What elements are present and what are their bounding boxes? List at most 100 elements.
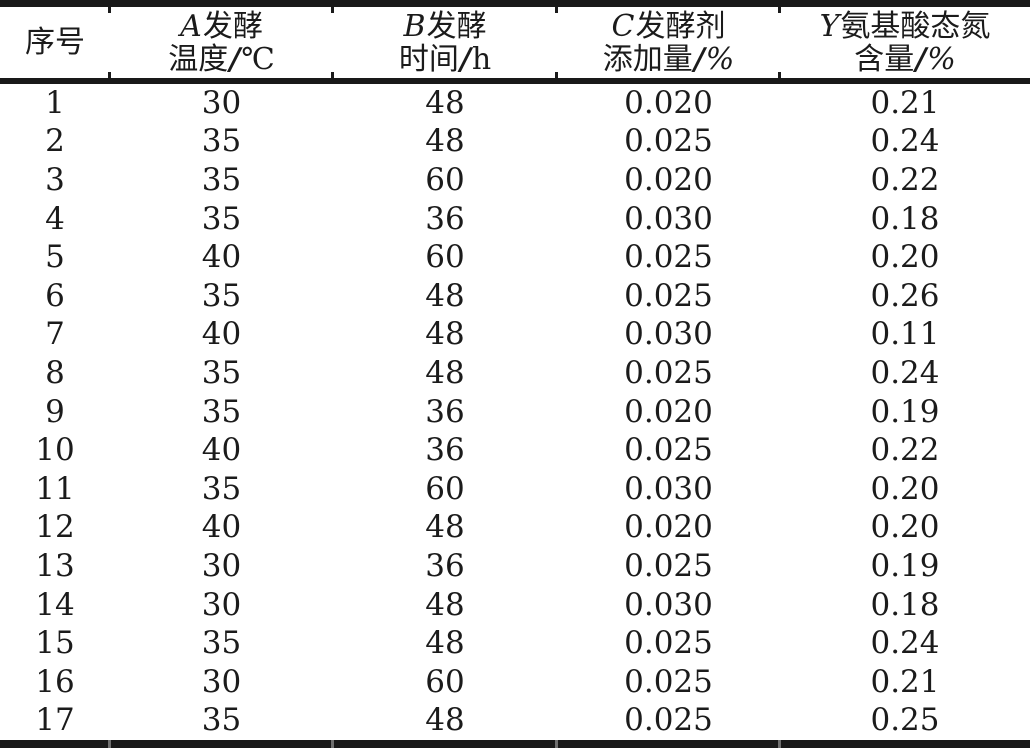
header-line1: C发酵剂 <box>557 10 780 43</box>
header-text: 发酵剂 <box>635 8 726 44</box>
cell-index: 2 <box>45 123 65 160</box>
cell-temperature: 35 <box>201 277 242 314</box>
header-line2: 温度/℃ <box>110 43 333 76</box>
cell-temperature: 35 <box>201 354 242 391</box>
cell-temperature: 35 <box>201 702 242 739</box>
header-text: 发酵 <box>426 8 487 44</box>
column-header-temperature: A发酵 温度/℃ <box>110 3 333 84</box>
table-row: 1 30 48 0.020 0.21 <box>0 81 1030 123</box>
cell-starter: 0.025 <box>624 354 713 391</box>
cell-time: 48 <box>425 354 465 391</box>
cell-time: 48 <box>425 316 465 353</box>
header-line2: 含量/% <box>780 43 1030 76</box>
cell-starter: 0.030 <box>624 470 713 507</box>
cell-time: 36 <box>425 393 465 430</box>
cell-nitrogen: 0.20 <box>870 470 940 507</box>
cell-time: 36 <box>425 547 465 584</box>
cell-index: 8 <box>45 354 65 391</box>
cell-starter: 0.025 <box>624 432 713 469</box>
cell-index: 12 <box>35 509 75 546</box>
header-text: 氨基酸态氮 <box>840 8 991 44</box>
cell-nitrogen: 0.22 <box>870 161 940 198</box>
table-row: 13 30 36 0.025 0.19 <box>0 547 1030 586</box>
cell-index: 3 <box>45 161 65 198</box>
cell-nitrogen: 0.21 <box>870 663 940 700</box>
cell-starter: 0.025 <box>624 547 713 584</box>
cell-index: 5 <box>45 239 65 276</box>
table-row: 4 35 36 0.030 0.18 <box>0 200 1030 239</box>
cell-time: 48 <box>425 586 465 623</box>
cell-index: 16 <box>35 663 75 700</box>
cell-nitrogen: 0.21 <box>870 84 940 121</box>
cell-index: 9 <box>45 393 65 430</box>
cell-temperature: 35 <box>201 161 242 198</box>
cell-nitrogen: 0.20 <box>870 239 940 276</box>
cell-time: 60 <box>425 663 465 700</box>
cell-nitrogen: 0.22 <box>870 432 940 469</box>
column-tick <box>331 7 334 13</box>
table-row: 3 35 60 0.020 0.22 <box>0 161 1030 200</box>
header-text: 发酵 <box>202 8 263 44</box>
column-header-time: B发酵 时间/h <box>333 3 557 84</box>
column-header-index: 序号 <box>0 3 110 84</box>
cell-index: 10 <box>35 432 75 469</box>
cell-starter: 0.025 <box>624 239 713 276</box>
header-line1: 序号 <box>0 26 110 59</box>
cell-temperature: 40 <box>201 509 242 546</box>
table-row: 6 35 48 0.025 0.26 <box>0 277 1030 316</box>
cell-temperature: 40 <box>201 316 242 353</box>
cell-nitrogen: 0.24 <box>870 123 940 160</box>
column-tick <box>108 72 111 78</box>
header-row: 序号 A发酵 温度/℃ B发酵 时间/h C发酵剂 添加量/% Y氨基酸态氮 含… <box>0 3 1030 84</box>
cell-starter: 0.020 <box>624 509 713 546</box>
column-header-starter: C发酵剂 添加量/% <box>557 3 780 84</box>
header-factor-letter: C <box>611 8 635 44</box>
cell-starter: 0.020 <box>624 393 713 430</box>
cell-index: 13 <box>35 547 75 584</box>
cell-time: 60 <box>425 470 465 507</box>
header-factor-letter: Y <box>819 8 840 44</box>
column-tick <box>108 740 111 748</box>
cell-nitrogen: 0.11 <box>870 316 940 353</box>
header-unit: h <box>471 41 492 77</box>
header-text: 含量 <box>854 41 915 77</box>
header-line1: Y氨基酸态氮 <box>780 10 1030 43</box>
table-body: 1 30 48 0.020 0.21 2 35 48 0.025 0.24 3 35 60 0.020… <box>0 81 1030 744</box>
unit-separator: / <box>229 41 241 77</box>
header-factor-letter: A <box>180 8 202 44</box>
cell-time: 48 <box>425 509 465 546</box>
cell-temperature: 35 <box>201 200 242 237</box>
cell-time: 48 <box>425 702 465 739</box>
column-header-nitrogen: Y氨基酸态氮 含量/% <box>780 3 1030 84</box>
cell-time: 48 <box>425 123 465 160</box>
header-text: 温度 <box>168 41 229 77</box>
table-row: 16 30 60 0.025 0.21 <box>0 663 1030 702</box>
cell-nitrogen: 0.18 <box>870 200 940 237</box>
cell-starter: 0.030 <box>624 200 713 237</box>
cell-index: 4 <box>45 200 65 237</box>
table-row: 17 35 48 0.025 0.25 <box>0 702 1030 745</box>
header-text: 序号 <box>25 25 85 60</box>
cell-temperature: 30 <box>201 586 242 623</box>
cell-nitrogen: 0.19 <box>870 393 940 430</box>
unit-separator: / <box>693 41 705 77</box>
cell-temperature: 35 <box>201 393 242 430</box>
header-line1: A发酵 <box>110 10 333 43</box>
cell-starter: 0.025 <box>624 663 713 700</box>
header-unit: ℃ <box>241 41 275 77</box>
header-line2: 时间/h <box>333 43 557 76</box>
unit-separator: / <box>459 41 471 77</box>
cell-time: 60 <box>425 161 465 198</box>
cell-starter: 0.030 <box>624 316 713 353</box>
table-row: 10 40 36 0.025 0.22 <box>0 431 1030 470</box>
cell-temperature: 30 <box>201 663 242 700</box>
cell-starter: 0.030 <box>624 586 713 623</box>
cell-index: 15 <box>35 625 75 662</box>
header-text: 时间 <box>398 41 459 77</box>
column-tick <box>778 72 781 78</box>
cell-nitrogen: 0.24 <box>870 625 940 662</box>
column-tick <box>331 740 334 748</box>
table-row: 14 30 48 0.030 0.18 <box>0 586 1030 625</box>
